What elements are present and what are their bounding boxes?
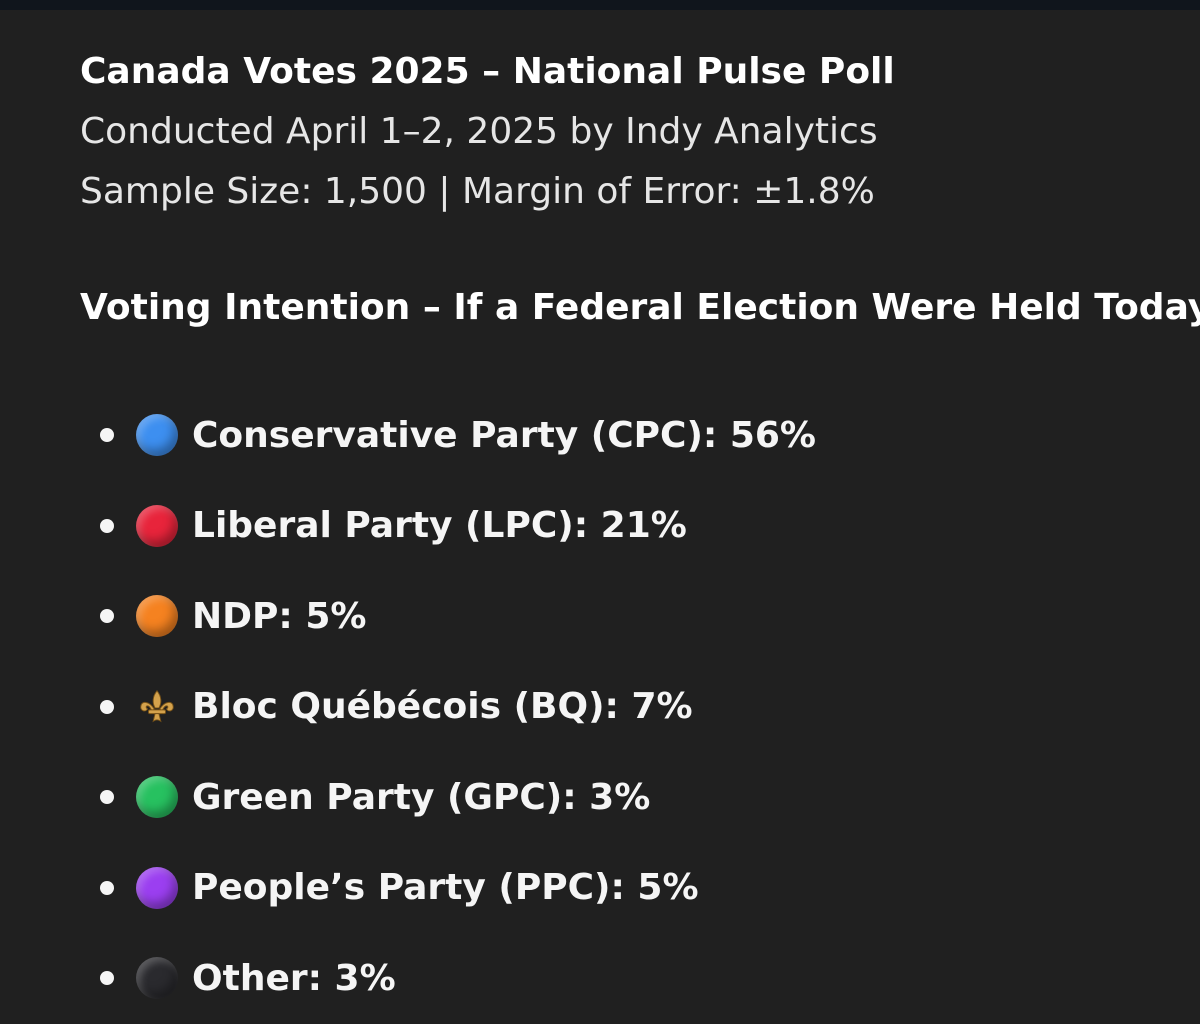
party-results-list: Conservative Party (CPC): 56% Liberal Pa… [80, 390, 1180, 1024]
poll-post: Canada Votes 2025 – National Pulse Poll … [80, 42, 1200, 1024]
list-item-ndp: NDP: 5% [100, 571, 1180, 662]
party-label-ppc: People’s Party (PPC): 5% [192, 867, 699, 909]
list-item-cpc: Conservative Party (CPC): 56% [100, 390, 1180, 481]
green-circle-icon [136, 776, 178, 819]
bullet-dot [100, 699, 114, 714]
list-item-lpc: Liberal Party (LPC): 21% [100, 481, 1180, 572]
orange-circle-icon [136, 595, 178, 638]
bullet-dot [100, 880, 114, 895]
party-label-other: Other: 3% [192, 957, 396, 999]
bullet-dot [100, 790, 114, 805]
party-label-gpc: Green Party (GPC): 3% [192, 776, 651, 818]
list-item-ppc: People’s Party (PPC): 5% [100, 843, 1180, 934]
fleur-de-lis-icon [136, 686, 178, 728]
poll-sample-line: Sample Size: 1,500 | Margin of Error: ±1… [80, 171, 875, 212]
blue-circle-icon [136, 414, 178, 457]
black-circle-icon [136, 957, 178, 1000]
list-item-other: Other: 3% [100, 933, 1180, 1024]
list-item-gpc: Green Party (GPC): 3% [100, 752, 1180, 843]
party-label-bq: Bloc Québécois (BQ): 7% [192, 686, 693, 728]
red-circle-icon [136, 504, 178, 547]
bullet-dot [100, 428, 114, 443]
top-edge-strip [0, 0, 1200, 10]
bullet-dot [100, 609, 114, 624]
bullet-dot [100, 518, 114, 533]
poll-title: Canada Votes 2025 – National Pulse Poll [80, 51, 895, 92]
bullet-dot [100, 971, 114, 986]
poll-conducted-line: Conducted April 1–2, 2025 by Indy Analyt… [80, 111, 878, 152]
party-label-lpc: Liberal Party (LPC): 21% [192, 505, 687, 547]
party-label-ndp: NDP: 5% [192, 595, 367, 637]
party-label-cpc: Conservative Party (CPC): 56% [192, 414, 817, 456]
voting-intention-heading: Voting Intention – If a Federal Election… [80, 287, 1200, 328]
list-item-bq: Bloc Québécois (BQ): 7% [100, 662, 1180, 753]
purple-circle-icon [136, 866, 178, 909]
